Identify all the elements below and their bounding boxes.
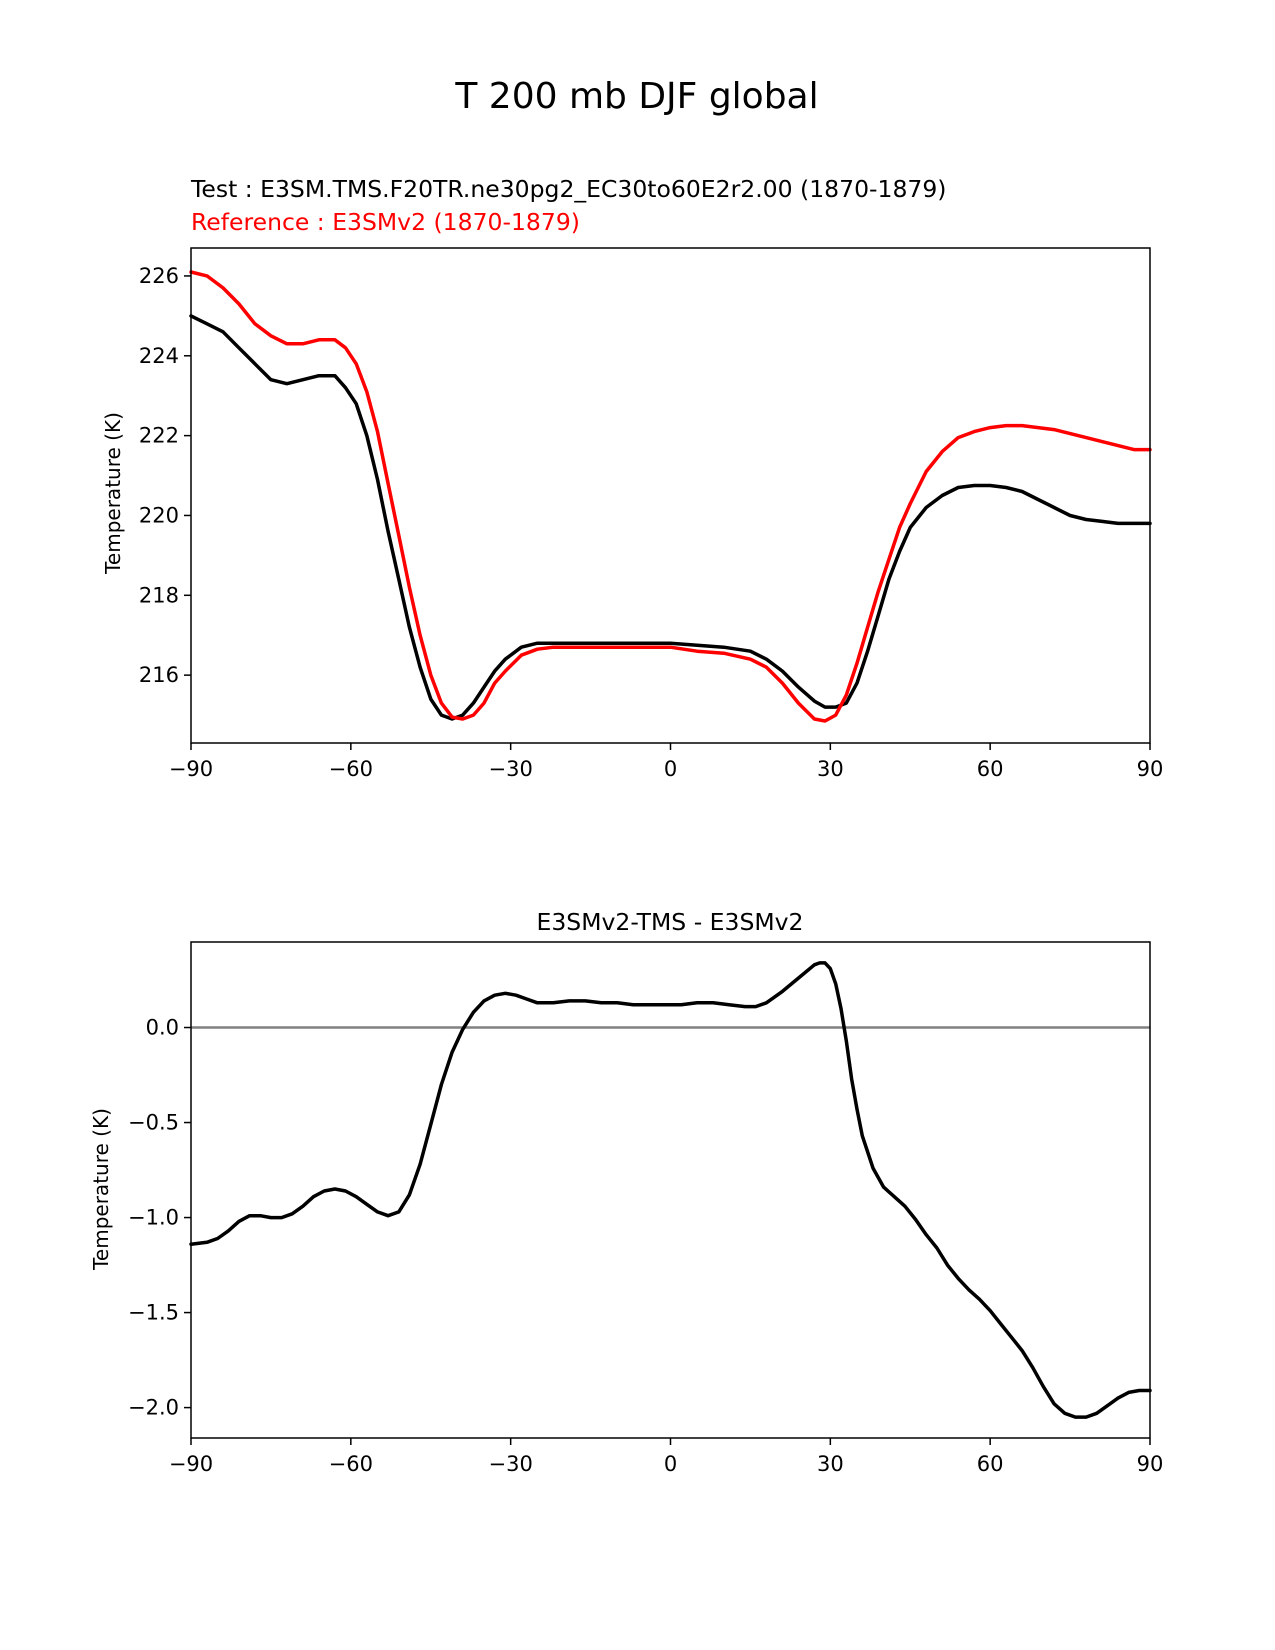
top-chart-xtick-label: −30 [489, 757, 533, 781]
top-chart-test-title: Test : E3SM.TMS.F20TR.ne30pg2_EC30to60E2… [190, 175, 946, 203]
top-chart-series-test [189, 314, 1152, 721]
top-chart-ticks: −90 −60 −30 0 30 60 90 216 218 220 222 224 226 [139, 264, 1163, 781]
top-chart-series-reference [189, 270, 1152, 723]
bottom-chart-xtick-label: 0 [664, 1452, 677, 1476]
top-chart: Test : E3SM.TMS.F20TR.ne30pg2_EC30to60E2… [101, 175, 1163, 781]
bottom-chart-xtick-label: −90 [169, 1452, 213, 1476]
top-chart-frame [190, 247, 1151, 744]
bottom-chart-xtick-label: −60 [329, 1452, 373, 1476]
top-chart-xtick-label: 0 [664, 757, 677, 781]
top-chart-xtick-label: 60 [977, 757, 1004, 781]
top-chart-ylabel: Temperature (K) [101, 412, 125, 575]
bottom-chart-xtick-label: 60 [977, 1452, 1004, 1476]
top-chart-ytick-label: 220 [139, 503, 179, 527]
bottom-chart: E3SMv2-TMS - E3SMv2 Temperature (K) −90−… [89, 908, 1163, 1476]
top-chart-ytick-label: 222 [139, 424, 179, 448]
top-chart-xtick-label: 90 [1137, 757, 1164, 781]
bottom-chart-ytick-label: −2.0 [128, 1396, 179, 1420]
bottom-chart-ticks: −90 −60 −30 0 30 60 90 −2.0 −1.5 −1.0 −0.5 0.0 [128, 1016, 1163, 1476]
figure-suptitle: T 200 mb DJF global [454, 76, 818, 117]
top-chart-xtick-label: 30 [817, 757, 844, 781]
top-chart-ytick-label: 226 [139, 264, 179, 288]
bottom-chart-ylabel: Temperature (K) [89, 1108, 113, 1271]
bottom-chart-xtick-label: −30 [489, 1452, 533, 1476]
bottom-chart-ytick-label: −1.5 [128, 1301, 179, 1325]
bottom-chart-ytick-label: 0.0 [146, 1016, 179, 1040]
bottom-chart-series-difference [189, 961, 1152, 1419]
bottom-chart-xtick-label: 90 [1137, 1452, 1164, 1476]
bottom-chart-ytick-label: −0.5 [128, 1111, 179, 1135]
bottom-chart-frame [190, 941, 1151, 1439]
bottom-chart-title: E3SMv2-TMS - E3SMv2 [537, 908, 804, 936]
top-chart-xtick-label: −60 [329, 757, 373, 781]
top-chart-ytick-label: 224 [139, 344, 179, 368]
bottom-chart-series [189, 961, 1152, 1419]
top-chart-xtick-label: −90 [169, 757, 213, 781]
bottom-chart-ytick-label: −1.0 [128, 1206, 179, 1230]
top-chart-series [189, 270, 1152, 723]
top-chart-ytick-label: 218 [139, 583, 179, 607]
bottom-chart-xtick-label: 30 [817, 1452, 844, 1476]
top-chart-reference-title: Reference : E3SMv2 (1870-1879) [191, 208, 580, 236]
top-chart-ytick-label: 216 [139, 663, 179, 687]
